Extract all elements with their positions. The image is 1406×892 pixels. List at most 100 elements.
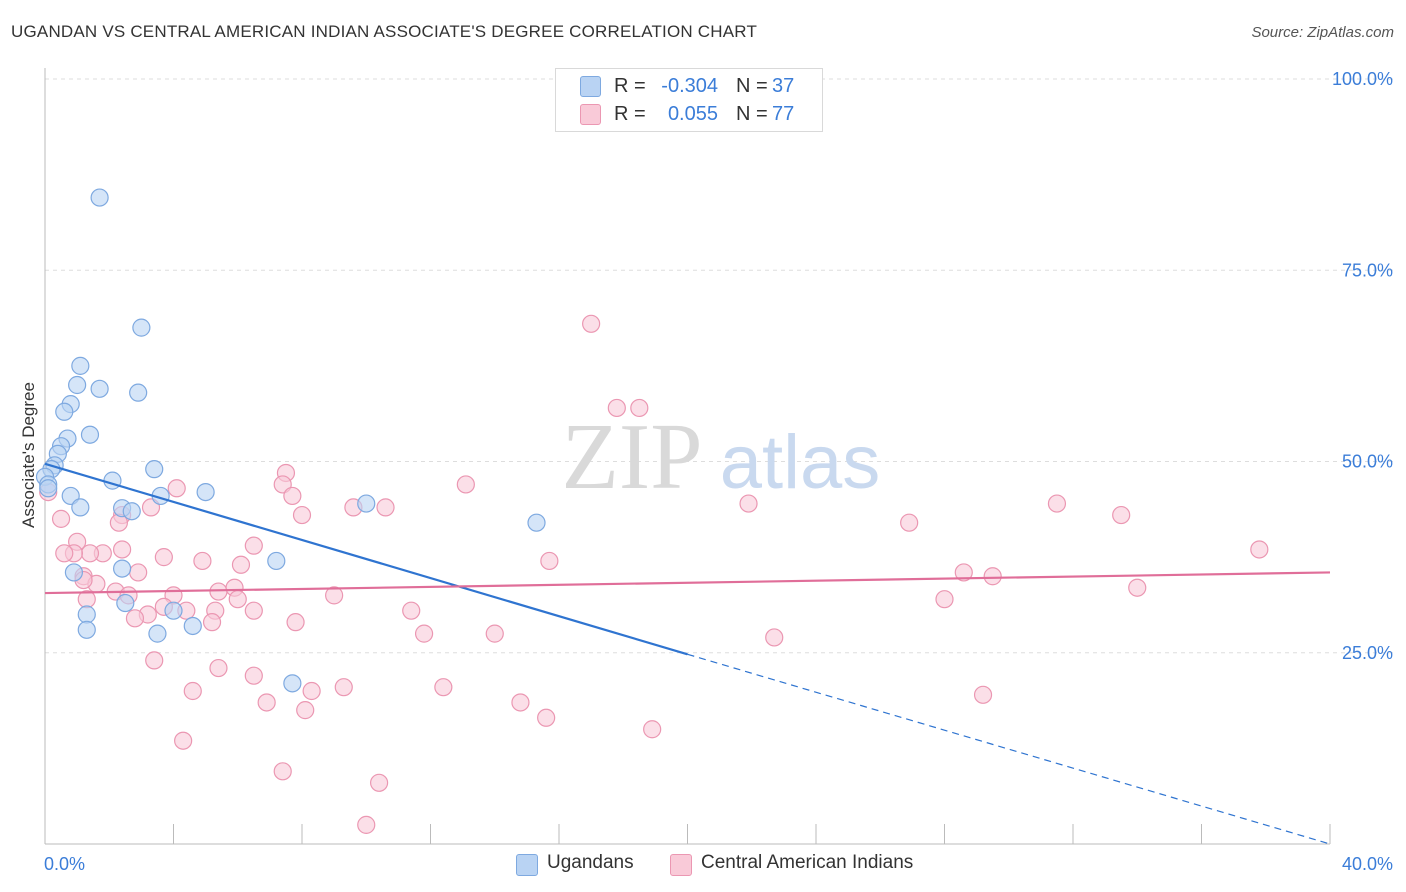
data-point-central-american-indians [739,494,758,513]
series-central-american-indians [39,314,1269,834]
data-point-central-american-indians [414,624,434,643]
data-point-ugandans [39,479,58,498]
data-point-central-american-indians [286,613,305,632]
data-point-central-american-indians [283,486,302,506]
data-point-ugandans [77,605,96,624]
axes [44,68,1331,845]
legend-row-ugandans: R = -0.304 N = 37 [556,72,822,100]
y-tick-label: 100.0% [1332,69,1393,89]
tick-labels: 25.0% 50.0% 75.0% 100.0% 0.0% 40.0% [44,69,1393,874]
data-point-ugandans [80,425,100,444]
data-point-central-american-indians [302,681,321,701]
data-point-central-american-indians [209,582,228,601]
data-point-central-american-indians [630,398,649,418]
data-point-ugandans [145,460,164,479]
legend-n-value: 37 [772,74,795,97]
data-point-ugandans [116,593,135,613]
legend-r-label: R = [614,102,646,125]
source-note: Source: ZipAtlas.com [1251,24,1394,41]
data-point-ugandans [357,494,376,513]
legend-n-label: N = [736,74,768,97]
data-point-central-american-indians [1128,578,1147,597]
data-point-central-american-indians [900,513,919,532]
data-point-central-american-indians [228,590,247,609]
data-point-ugandans [112,559,132,578]
data-point-ugandans [527,513,546,532]
data-point-central-american-indians [485,624,504,643]
trend-line-central-american-indians [44,571,1331,595]
data-point-ugandans [132,318,151,337]
data-point-central-american-indians [983,567,1002,586]
data-point-central-american-indians [129,563,148,582]
data-point-ugandans [148,624,167,643]
data-point-central-american-indians [1112,505,1131,525]
data-point-ugandans [71,498,90,517]
y-tick-label: 50.0% [1342,452,1393,472]
legend-row-central-american-indians: R = 0.055 N = 77 [556,100,822,128]
data-point-ugandans [77,620,96,639]
data-point-central-american-indians [154,548,173,567]
data-point-central-american-indians [183,681,202,701]
data-point-central-american-indians [145,651,164,670]
data-point-central-american-indians [334,678,353,697]
data-point-central-american-indians [257,693,276,712]
data-point-central-american-indians [765,628,784,647]
trend-line-ugandans [44,462,688,656]
data-point-central-american-indians [643,720,662,739]
data-point-central-american-indians [51,509,71,528]
data-point-central-american-indians [434,678,453,697]
data-point-central-american-indians [511,693,530,712]
data-point-ugandans [55,402,74,421]
data-point-ugandans [90,188,109,207]
correlation-legend: R = -0.304 N = 37 R = 0.055 N = 77 [555,68,823,132]
data-point-central-american-indians [55,544,74,563]
legend-swatch-central-american-indians [580,104,601,125]
data-point-central-american-indians [174,731,193,750]
x-tick-label: 40.0% [1342,854,1393,874]
legend-r-label: R = [614,74,646,97]
data-point-central-american-indians [112,540,132,559]
data-point-ugandans [90,379,109,398]
data-point-central-american-indians [954,563,973,582]
watermark: ZIP atlas [562,405,881,509]
data-point-central-american-indians [167,479,186,498]
data-point-central-american-indians [325,586,344,605]
data-point-central-american-indians [370,773,389,792]
data-point-central-american-indians [537,708,556,727]
data-point-ugandans [129,383,148,402]
y-tick-label: 75.0% [1342,260,1393,280]
data-point-central-american-indians [540,551,559,571]
data-point-central-american-indians [1047,494,1067,513]
data-point-central-american-indians [292,505,312,525]
data-point-central-american-indians [125,609,145,628]
data-point-ugandans [122,502,141,521]
data-point-central-american-indians [1250,540,1269,559]
trend-lines [44,462,1331,845]
data-point-central-american-indians [193,551,212,571]
trend-line-ugandans-extension [687,653,1331,845]
data-point-central-american-indians [244,601,263,620]
data-point-central-american-indians [296,701,315,720]
bottom-legend-central-american-indians: Central American Indians [701,852,914,873]
series-ugandans [35,188,546,693]
data-point-ugandans [183,616,202,636]
data-point-ugandans [196,483,215,502]
data-point-central-american-indians [376,498,395,517]
data-point-central-american-indians [209,658,228,678]
data-point-ugandans [283,674,302,693]
legend-n-value: 77 [772,102,795,125]
bottom-legend-swatch-ugandans [516,854,538,876]
data-point-central-american-indians [582,314,601,333]
watermark-atlas: atlas [720,420,881,505]
data-point-ugandans [68,375,87,395]
legend-r-value: 0.055 [667,102,718,125]
data-point-central-american-indians [357,815,376,834]
data-point-central-american-indians [273,762,292,781]
legend-r-value: -0.304 [661,74,718,97]
watermark-zip: ZIP [562,405,703,509]
y-tick-label: 25.0% [1342,643,1393,663]
data-point-ugandans [64,563,84,582]
data-point-central-american-indians [607,398,626,418]
legend-swatch-ugandans [580,76,601,97]
